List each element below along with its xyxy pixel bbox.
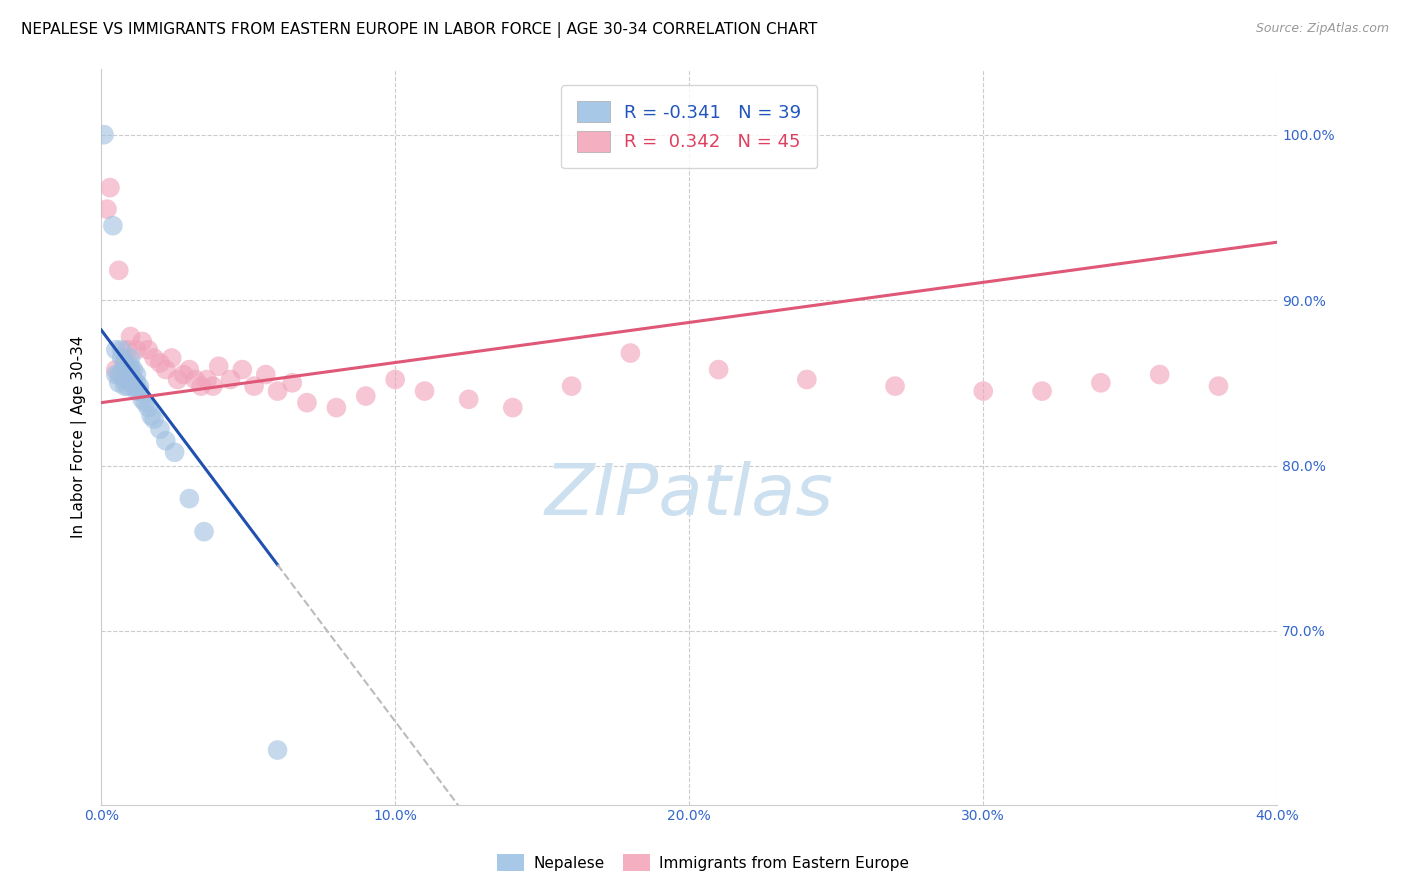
Point — [114, 379, 136, 393]
Point — [107, 368, 129, 382]
Point — [111, 368, 134, 382]
Point — [413, 384, 436, 398]
Point — [1090, 376, 1112, 390]
Point — [107, 376, 129, 390]
Point — [190, 379, 212, 393]
Point — [208, 359, 231, 374]
Point — [231, 362, 253, 376]
Text: NEPALESE VS IMMIGRANTS FROM EASTERN EUROPE IN LABOR FORCE | AGE 30-34 CORRELATIO: NEPALESE VS IMMIGRANTS FROM EASTERN EURO… — [21, 22, 817, 38]
Point — [128, 379, 150, 393]
Point — [149, 422, 172, 436]
Point — [972, 384, 994, 398]
Point — [884, 379, 907, 393]
Point — [98, 180, 121, 194]
Point — [457, 392, 479, 407]
Point — [114, 372, 136, 386]
Point — [125, 343, 148, 357]
Point — [136, 343, 159, 357]
Point — [122, 379, 145, 393]
Point — [172, 368, 194, 382]
Point — [131, 334, 153, 349]
Point — [384, 372, 406, 386]
Point — [139, 409, 162, 423]
Point — [117, 343, 139, 357]
Point — [114, 356, 136, 370]
Point — [143, 351, 166, 365]
Point — [163, 445, 186, 459]
Point — [155, 362, 177, 376]
Point — [117, 372, 139, 386]
Point — [1031, 384, 1053, 398]
Point — [96, 202, 118, 216]
Point — [243, 379, 266, 393]
Point — [166, 372, 188, 386]
Point — [122, 362, 145, 376]
Point — [125, 376, 148, 390]
Point — [120, 372, 142, 386]
Point — [104, 368, 127, 382]
Point — [134, 395, 156, 409]
Y-axis label: In Labor Force | Age 30-34: In Labor Force | Age 30-34 — [72, 335, 87, 538]
Point — [179, 362, 201, 376]
Point — [107, 263, 129, 277]
Text: Source: ZipAtlas.com: Source: ZipAtlas.com — [1256, 22, 1389, 36]
Point — [184, 372, 207, 386]
Point — [707, 362, 730, 376]
Point — [1149, 368, 1171, 382]
Point — [201, 379, 224, 393]
Point — [104, 343, 127, 357]
Point — [122, 372, 145, 386]
Point — [125, 384, 148, 398]
Point — [155, 434, 177, 448]
Point — [1208, 379, 1230, 393]
Point — [619, 346, 641, 360]
Point — [131, 392, 153, 407]
Point — [114, 362, 136, 376]
Point — [179, 491, 201, 506]
Point — [101, 219, 124, 233]
Point — [117, 379, 139, 393]
Point — [149, 356, 172, 370]
Point — [120, 351, 142, 365]
Point — [111, 343, 134, 357]
Text: ZIPatlas: ZIPatlas — [544, 461, 834, 530]
Legend: Nepalese, Immigrants from Eastern Europe: Nepalese, Immigrants from Eastern Europe — [491, 848, 915, 877]
Point — [254, 368, 277, 382]
Point — [104, 362, 127, 376]
Point — [136, 401, 159, 415]
Point — [502, 401, 524, 415]
Point — [117, 362, 139, 376]
Point — [120, 362, 142, 376]
Point — [796, 372, 818, 386]
Legend: R = -0.341   N = 39, R =  0.342   N = 45: R = -0.341 N = 39, R = 0.342 N = 45 — [561, 85, 817, 169]
Point — [266, 384, 288, 398]
Point — [561, 379, 583, 393]
Point — [93, 128, 115, 142]
Point — [143, 412, 166, 426]
Point — [266, 743, 288, 757]
Point — [114, 356, 136, 370]
Point — [281, 376, 304, 390]
Point — [125, 368, 148, 382]
Point — [120, 329, 142, 343]
Point — [219, 372, 242, 386]
Point — [295, 395, 318, 409]
Point — [111, 351, 134, 365]
Point — [128, 384, 150, 398]
Point — [325, 401, 347, 415]
Point — [354, 389, 377, 403]
Point — [120, 359, 142, 374]
Point — [160, 351, 183, 365]
Point — [195, 372, 218, 386]
Point — [193, 524, 215, 539]
